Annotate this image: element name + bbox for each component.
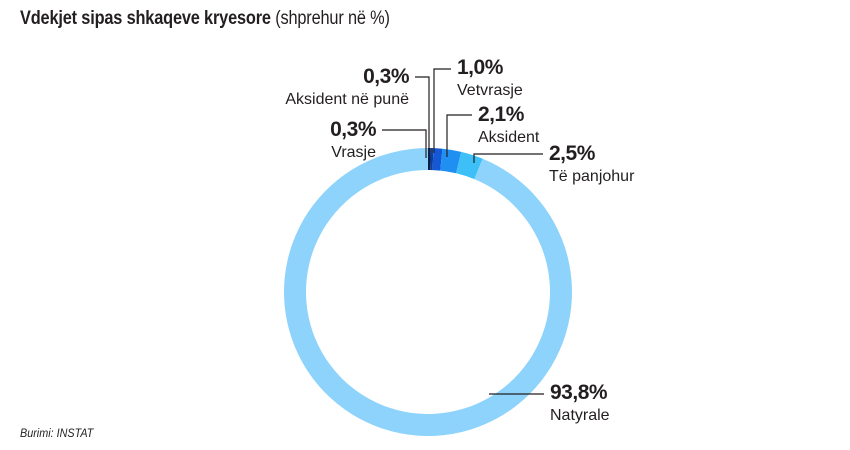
category-label-vrasje: Vrasje [331,144,376,161]
source-note: Burimi: INSTAT [20,426,94,440]
slice-labels: 0,3% Vrasje 0,3% Aksident në punë 1,0% Vetvra… [285,56,635,424]
slice-natyrale [283,147,572,436]
slice-te-panjohur [456,151,483,180]
slice-vrasje [428,148,431,171]
leader-lines [382,68,544,395]
leader-line-vetvrasje [433,68,451,153]
slice-aksident [440,148,462,174]
value-label-vetvrasje: 1,0% [457,56,504,79]
donut-slices [283,147,572,436]
value-label-aksident: 2,1% [478,103,525,126]
slice-vetvrasje [432,148,443,171]
chart-subtitle: (shprehur në %) [275,8,390,29]
leader-line-vrasje [382,129,427,158]
value-label-te-panjohur: 2,5% [549,142,596,165]
slice-aksident-ne-pune [430,148,434,171]
category-label-te-panjohur: Të panjohur [549,168,635,185]
chart-title: Vdekjet sipas shkaqeve kryesore [20,8,271,29]
value-label-aksident-ne-pune: 0,3% [363,65,410,88]
category-label-aksident: Aksident [478,129,540,146]
leader-line-te-panjohur [473,153,543,163]
leader-line-aksident-ne-pune [415,76,430,152]
value-label-natyrale: 93,8% [550,381,608,404]
value-label-vrasje: 0,3% [330,118,377,141]
chart-title-block: Vdekjet sipas shkaqeve kryesore (shprehu… [20,6,390,32]
category-label-natyrale: Natyrale [550,407,610,424]
category-label-vetvrasje: Vetvrasje [457,82,523,99]
leader-line-aksident [446,114,472,157]
category-label-aksident-ne-pune: Aksident në punë [285,91,409,108]
